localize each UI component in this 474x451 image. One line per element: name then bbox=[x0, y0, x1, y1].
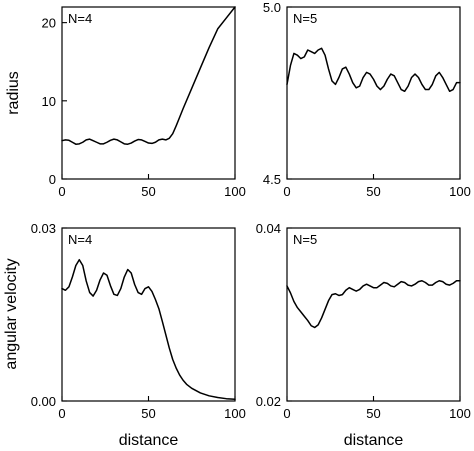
y-tick-label: 4.5 bbox=[263, 172, 281, 187]
x-tick-label: 0 bbox=[58, 406, 65, 421]
plot-frame bbox=[61, 6, 236, 180]
panel-label: N=5 bbox=[293, 232, 317, 247]
series-line bbox=[61, 6, 236, 145]
x-tick-label: 100 bbox=[449, 184, 471, 199]
panel-angular-velocity-n4: 0 50 100 0.00 0.03 N=4 distance angular velocit… bbox=[3, 221, 246, 449]
series-line bbox=[286, 47, 461, 93]
x-tick-label: 50 bbox=[141, 184, 155, 199]
plot-frame bbox=[286, 6, 461, 180]
y-axis-label: radius bbox=[5, 71, 22, 115]
x-tick-label: 100 bbox=[449, 406, 471, 421]
plot-frame bbox=[286, 227, 461, 402]
y-tick-label: 5.0 bbox=[263, 0, 281, 15]
y-tick-label: 10 bbox=[42, 94, 56, 109]
x-tick-label: 0 bbox=[58, 184, 65, 199]
plot-frame bbox=[61, 227, 236, 402]
series-line bbox=[61, 258, 236, 401]
panel-label: N=4 bbox=[68, 11, 92, 26]
y-tick-label: 0 bbox=[49, 172, 56, 187]
y-tick-label: 0.04 bbox=[256, 221, 281, 236]
x-tick-label: 0 bbox=[283, 406, 290, 421]
y-tick-label: 0.00 bbox=[31, 394, 56, 409]
panel-radius-n4: 0 50 100 0 10 20 N=4 radius bbox=[5, 6, 246, 199]
x-tick-label: 0 bbox=[283, 184, 290, 199]
x-tick-label: 50 bbox=[141, 406, 155, 421]
x-tick-label: 50 bbox=[366, 184, 380, 199]
series-line bbox=[286, 280, 461, 329]
x-tick-label: 100 bbox=[224, 406, 246, 421]
panel-angular-velocity-n5: 0 50 100 0.02 0.04 N=5 distance bbox=[256, 221, 471, 449]
panel-radius-n5: 0 50 100 4.5 5.0 N=5 bbox=[263, 0, 471, 199]
x-tick-label: 50 bbox=[366, 406, 380, 421]
x-axis-label: distance bbox=[119, 432, 179, 449]
y-tick-label: 20 bbox=[42, 16, 56, 31]
x-axis-label: distance bbox=[344, 432, 404, 449]
y-tick-label: 0.02 bbox=[256, 394, 281, 409]
panel-label: N=5 bbox=[293, 11, 317, 26]
x-tick-label: 100 bbox=[224, 184, 246, 199]
y-axis-label: angular velocity bbox=[3, 258, 20, 369]
panel-label: N=4 bbox=[68, 232, 92, 247]
y-tick-label: 0.03 bbox=[31, 221, 56, 236]
